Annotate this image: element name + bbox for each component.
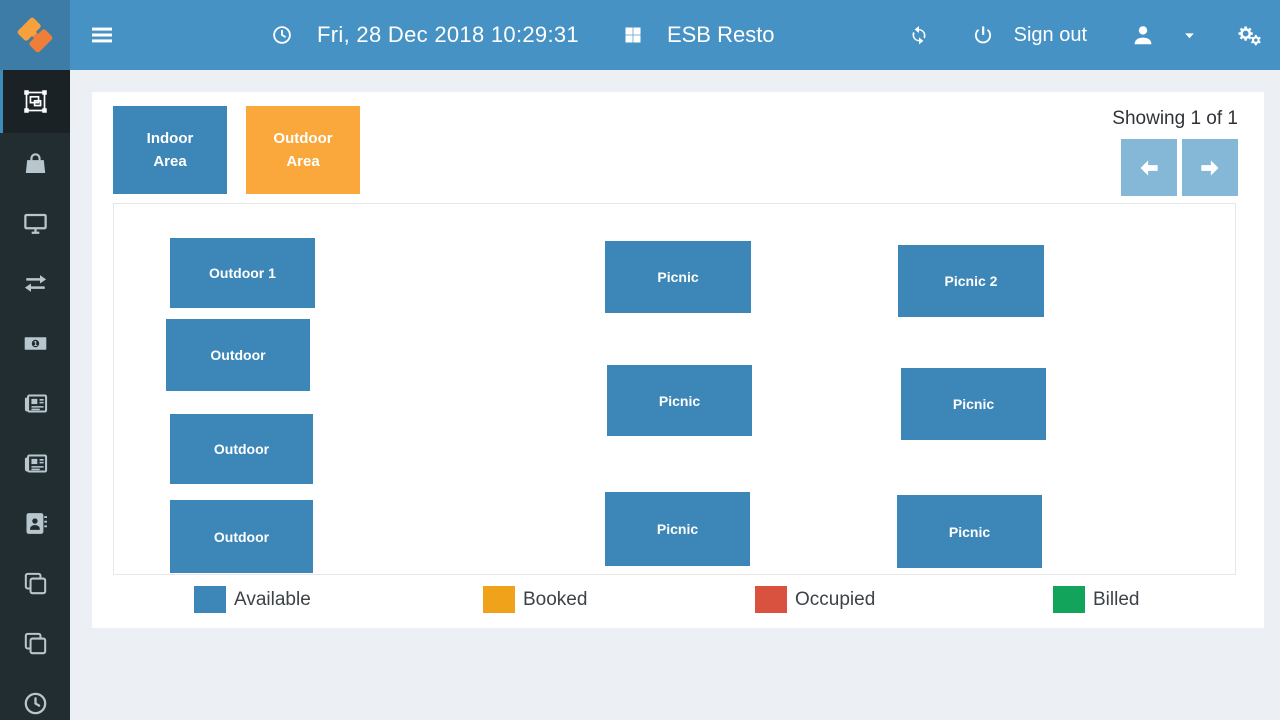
app-name: ESB Resto [666, 22, 775, 47]
floor-map-panel: Indoor Area Outdoor Area Showing 1 of 1 O… [92, 92, 1264, 628]
app-logo[interactable] [0, 0, 70, 70]
next-area-button[interactable] [1182, 139, 1238, 196]
grid-icon [623, 25, 643, 45]
power-icon [972, 24, 994, 46]
sidebar-toggle-button[interactable] [70, 23, 138, 47]
sidebar-item-clone[interactable] [0, 553, 70, 613]
sidebar-item-address-book[interactable] [0, 493, 70, 553]
sidebar-item-desktop[interactable] [0, 193, 70, 253]
table-label: Outdoor [213, 528, 270, 545]
top-header: Fri, 28 Dec 2018 10:29:31 ESB Resto Sign… [0, 0, 1280, 70]
desktop-icon [22, 210, 49, 237]
sidebar: 1 [0, 70, 70, 720]
table-label: Picnic [952, 396, 995, 412]
sidebar-item-newspaper[interactable] [0, 373, 70, 433]
header-center: Fri, 28 Dec 2018 10:29:31 ESB Resto [138, 22, 908, 48]
header-datetime: Fri, 28 Dec 2018 10:29:31 [317, 22, 579, 47]
legend-swatch [194, 586, 226, 613]
legend-item-booked: Booked [483, 586, 587, 613]
area-tabs: Indoor Area Outdoor Area [113, 106, 360, 194]
legend-swatch [483, 586, 515, 613]
clone-icon [22, 630, 49, 657]
paging-controls: Showing 1 of 1 [1112, 108, 1238, 196]
paging-status: Showing 1 of 1 [1112, 108, 1238, 129]
legend-swatch [755, 586, 787, 613]
table-button[interactable]: Picnic [607, 365, 752, 436]
power-button[interactable] [972, 24, 994, 46]
arrow-right-icon [1197, 155, 1223, 181]
newspaper-icon [22, 390, 49, 417]
floor-plan: Outdoor 1 Outdoor Outdoor Outdoor Picnic Picn… [113, 203, 1236, 575]
clock-icon [22, 690, 49, 717]
exchange-icon [22, 270, 49, 297]
area-tab-outdoor-area[interactable]: Outdoor Area [246, 106, 360, 194]
table-button[interactable]: Outdoor [170, 414, 313, 484]
table-label: Picnic [656, 521, 699, 537]
menu-icon [90, 23, 114, 47]
arrow-left-icon [1136, 155, 1162, 181]
area-tab-indoor-area[interactable]: Indoor Area [113, 106, 227, 194]
header-actions: Sign out [908, 22, 1280, 48]
user-icon [1131, 23, 1155, 47]
sidebar-item-clone[interactable] [0, 613, 70, 673]
user-dropdown-caret[interactable] [1183, 29, 1196, 42]
legend-item-billed: Billed [1053, 586, 1139, 613]
table-label: Outdoor 1 [209, 265, 276, 281]
table-button[interactable]: Outdoor [170, 500, 313, 573]
caret-down-icon [1183, 29, 1196, 42]
table-button[interactable]: Picnic [605, 492, 750, 566]
sidebar-item-shopping-bag[interactable] [0, 133, 70, 193]
sign-out-link[interactable]: Sign out [1013, 23, 1087, 46]
svg-text:1: 1 [33, 339, 38, 348]
sidebar-item-money-bill[interactable]: 1 [0, 313, 70, 373]
table-label: Picnic [657, 269, 699, 285]
sidebar-item-clock[interactable] [0, 673, 70, 720]
legend-label: Booked [523, 588, 588, 610]
table-label: Outdoor [213, 441, 270, 457]
address-book-icon [22, 510, 49, 537]
table-button[interactable]: Picnic 2 [898, 245, 1044, 317]
table-label: Picnic [948, 523, 991, 540]
table-button[interactable]: Outdoor [166, 319, 310, 391]
clone-icon [22, 570, 49, 597]
table-button[interactable]: Picnic [901, 368, 1046, 440]
area-tab-label: Indoor Area [146, 129, 194, 170]
legend-swatch [1053, 586, 1085, 613]
table-label: Picnic 2 [944, 273, 998, 289]
settings-button[interactable] [1236, 22, 1262, 48]
newspaper-icon [22, 450, 49, 477]
area-tab-label: Outdoor Area [273, 129, 333, 170]
object-group-icon [22, 88, 49, 115]
table-label: Outdoor [210, 347, 266, 363]
legend-label: Occupied [795, 588, 876, 610]
table-button[interactable]: Outdoor 1 [170, 238, 315, 308]
user-menu-button[interactable] [1131, 23, 1155, 47]
brand-logo-icon [13, 13, 57, 57]
refresh-icon [908, 24, 930, 46]
table-label: Picnic [658, 392, 701, 409]
table-button[interactable]: Picnic [605, 241, 751, 313]
refresh-button[interactable] [908, 24, 930, 46]
status-legend: Available Booked Occupied Billed [113, 586, 1236, 614]
table-button[interactable]: Picnic [897, 495, 1042, 568]
legend-item-occupied: Occupied [755, 586, 875, 613]
gears-icon [1236, 22, 1262, 48]
clock-icon [271, 24, 293, 46]
money-bill-icon: 1 [22, 330, 49, 357]
prev-area-button[interactable] [1121, 139, 1177, 196]
sidebar-item-object-group[interactable] [0, 70, 70, 133]
shopping-bag-icon [22, 150, 49, 177]
legend-item-available: Available [194, 586, 311, 613]
sidebar-item-newspaper[interactable] [0, 433, 70, 493]
sidebar-item-exchange[interactable] [0, 253, 70, 313]
legend-label: Billed [1093, 588, 1140, 610]
legend-label: Available [234, 588, 311, 610]
